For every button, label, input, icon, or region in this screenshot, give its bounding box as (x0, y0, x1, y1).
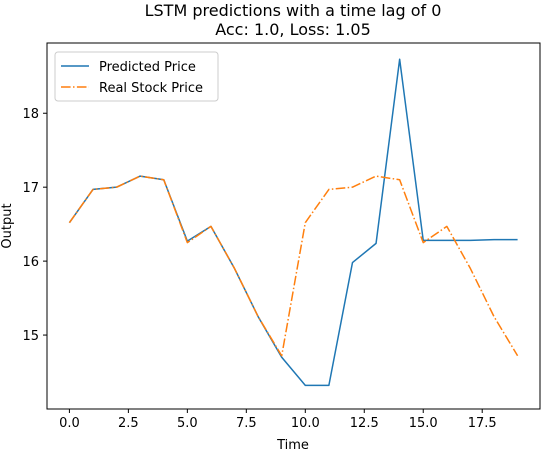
y-tick-label: 17 (22, 181, 39, 196)
legend-label-real-stock-price: Real Stock Price (99, 81, 203, 96)
x-axis-label: Time (276, 438, 309, 450)
y-axis-label: Output (0, 203, 15, 248)
y-tick-label: 15 (22, 329, 39, 344)
x-tick-label: 15.0 (409, 416, 438, 431)
legend-box (54, 51, 219, 102)
y-axis-ticks: 15 16 17 18 (22, 107, 47, 344)
series-layer (68, 58, 519, 387)
y-tick-label: 16 (22, 255, 39, 270)
x-tick-label: 10.0 (291, 416, 320, 431)
chart-title: LSTM predictions with a time lag of 0 (145, 1, 442, 20)
chart-subtitle: Acc: 1.0, Loss: 1.05 (215, 20, 371, 39)
legend-label-predicted-price: Predicted Price (99, 60, 196, 75)
series-line-real-stock-price (68, 175, 519, 357)
x-tick-label: 17.5 (468, 416, 497, 431)
plot-area (46, 42, 541, 410)
x-axis-ticks: 0.0 2.5 5.0 7.5 10.0 12.5 15.0 17.5 (59, 409, 497, 431)
x-tick-label: 7.5 (236, 416, 257, 431)
legend: Predicted Price Real Stock Price (54, 51, 219, 102)
x-tick-label: 0.0 (59, 416, 80, 431)
axes-frame (46, 42, 541, 410)
x-tick-label: 5.0 (177, 416, 198, 431)
y-tick-label: 18 (22, 107, 39, 122)
x-tick-label: 12.5 (350, 416, 379, 431)
x-tick-label: 2.5 (118, 416, 139, 431)
series-line-predicted-price (68, 58, 518, 387)
